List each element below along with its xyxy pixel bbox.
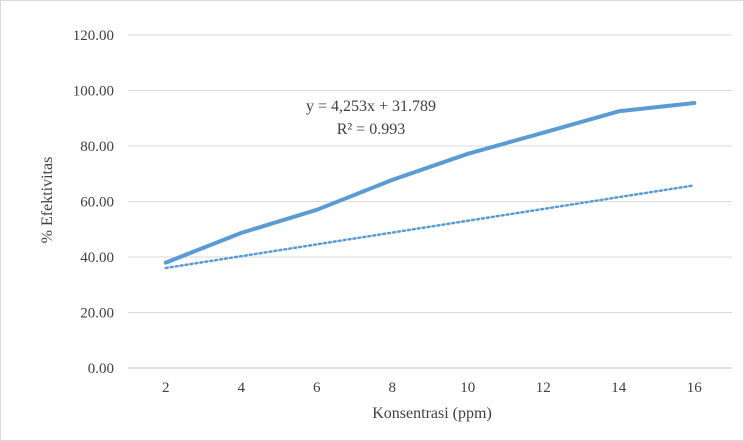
y-tick-labels: 0.00 20.00 40.00 60.00 80.00 100.00 120.00	[73, 28, 114, 377]
gridlines	[128, 34, 732, 369]
y-tick-label: 120.00	[73, 28, 114, 44]
series-line	[163, 101, 697, 265]
x-tick-label: 4	[238, 380, 246, 396]
x-tick-labels: 2 4 6 8 10 12 14 16	[162, 380, 702, 396]
x-tick-label: 12	[536, 380, 551, 396]
trendline-equation: y = 4,253x + 31.789	[306, 98, 436, 115]
series-group	[163, 101, 697, 265]
x-tick-label: 2	[162, 380, 170, 396]
trendline-group	[164, 184, 696, 270]
x-tick-label: 14	[611, 380, 627, 396]
y-tick-label: 80.00	[80, 139, 114, 155]
y-tick-label: 0.00	[88, 361, 114, 377]
x-axis-title: Konsentrasi (ppm)	[372, 405, 492, 422]
trendline-r-squared: R² = 0.993	[337, 121, 406, 138]
y-tick-label: 40.00	[80, 250, 114, 266]
x-tick-label: 8	[389, 380, 397, 396]
x-tick-label: 10	[460, 380, 475, 396]
x-tick-label: 6	[313, 380, 321, 396]
trendline	[164, 184, 696, 270]
y-tick-label: 60.00	[80, 195, 114, 211]
y-axis-title: % Efektivitas	[39, 157, 56, 244]
x-tick-label: 16	[687, 380, 703, 396]
y-tick-label: 20.00	[80, 306, 114, 322]
y-tick-label: 100.00	[73, 84, 114, 100]
